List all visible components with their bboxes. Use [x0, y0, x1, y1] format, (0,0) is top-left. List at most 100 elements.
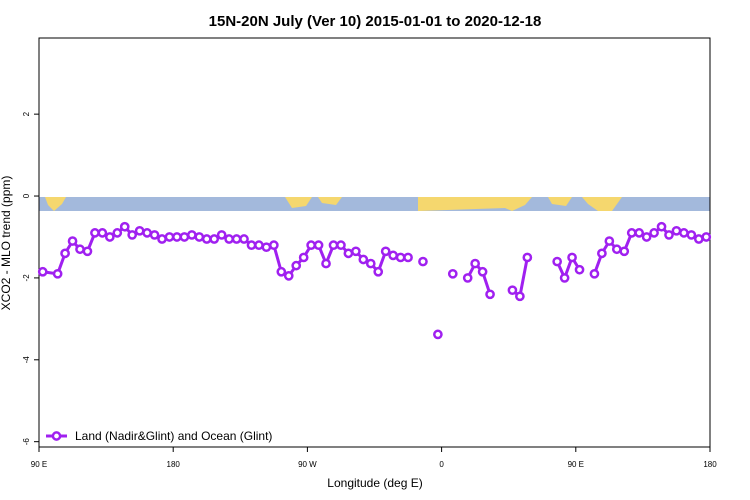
- data-point: [597, 248, 607, 259]
- data-point: [358, 254, 369, 265]
- data-point: [701, 232, 712, 242]
- data-point: [321, 258, 331, 269]
- data-point: [679, 228, 689, 238]
- data-point: [418, 256, 428, 267]
- data-point: [269, 240, 279, 251]
- data-point: [209, 234, 220, 244]
- data-point: [619, 246, 630, 257]
- data-point: [75, 244, 85, 255]
- data-point: [351, 246, 361, 257]
- data-point: [328, 240, 339, 251]
- x-tick-label: 90 E: [568, 460, 584, 469]
- y-tick-label: -6: [22, 438, 31, 446]
- data-point: [380, 246, 391, 257]
- data-point: [201, 234, 212, 244]
- data-point: [142, 228, 152, 238]
- data-point: [477, 266, 488, 277]
- x-tick-label: 90 W: [298, 460, 317, 469]
- data-point: [373, 266, 384, 277]
- data-point: [60, 248, 70, 259]
- data-point: [388, 250, 398, 261]
- data-point: [179, 232, 190, 242]
- data-point: [82, 246, 93, 257]
- data-point: [611, 244, 622, 255]
- data-point: [634, 228, 645, 238]
- data-point: [127, 230, 138, 240]
- data-point: [485, 289, 495, 300]
- legend-marker: [51, 431, 62, 441]
- data-point: [97, 228, 108, 238]
- data-point: [515, 291, 525, 302]
- x-tick-label: 90 E: [31, 460, 47, 469]
- data-point: [403, 252, 413, 263]
- data-point: [231, 234, 242, 244]
- legend-label: Land (Nadir&Glint) and Ocean (Glint): [75, 429, 272, 443]
- data-point: [671, 225, 682, 236]
- x-tick-label: 180: [167, 460, 181, 469]
- data-point: [298, 252, 309, 263]
- data-point: [641, 232, 652, 242]
- data-point: [172, 232, 182, 242]
- data-point: [365, 258, 376, 269]
- data-point: [395, 252, 406, 263]
- x-tick-label: 0: [439, 460, 444, 469]
- y-tick-label: -4: [22, 356, 31, 364]
- data-point: [656, 221, 667, 232]
- land: [418, 197, 532, 211]
- data-point: [37, 266, 48, 277]
- data-point: [336, 240, 346, 251]
- data-point: [52, 268, 63, 279]
- data-point: [552, 256, 563, 267]
- data-point: [254, 240, 264, 251]
- data-point: [433, 329, 443, 340]
- data-point: [507, 285, 518, 296]
- data-point: [90, 228, 100, 238]
- data-point: [522, 252, 533, 263]
- data-point: [164, 232, 175, 242]
- data-point: [119, 221, 130, 232]
- series-line: [466, 260, 492, 295]
- ocean-strip: [39, 197, 710, 211]
- y-tick-label: 2: [22, 111, 31, 116]
- data-point: [224, 234, 234, 244]
- data-point: [589, 268, 600, 279]
- y-tick-label: -2: [22, 274, 31, 282]
- data-point: [664, 230, 674, 240]
- data-point: [104, 232, 115, 242]
- data-point: [447, 268, 458, 279]
- data-point: [261, 242, 272, 253]
- data-point: [157, 234, 167, 244]
- data-point: [134, 225, 145, 236]
- y-tick-label: 0: [22, 193, 31, 198]
- data-point: [194, 232, 205, 242]
- data-point: [149, 230, 160, 240]
- data-point: [693, 234, 704, 244]
- data-point: [343, 248, 354, 259]
- land: [285, 197, 342, 208]
- y-axis-label: XCO2 - MLO trend (ppm): [0, 176, 13, 311]
- land: [45, 197, 66, 211]
- data-point: [574, 264, 585, 275]
- data-point: [649, 228, 659, 238]
- data-point: [559, 273, 570, 283]
- x-tick-label: 180: [703, 460, 717, 469]
- data-point: [239, 234, 249, 244]
- data-point: [306, 240, 316, 251]
- data-point: [276, 266, 287, 277]
- land: [548, 197, 622, 211]
- series-line: [555, 253, 581, 282]
- chart-title: 15N-20N July (Ver 10) 2015-01-01 to 2020…: [209, 13, 542, 30]
- data-point: [246, 240, 257, 251]
- data-point: [67, 236, 78, 246]
- data-point: [470, 258, 480, 269]
- data-point: [112, 228, 123, 238]
- plot-frame: [38, 37, 711, 448]
- data-point: [462, 273, 473, 283]
- data-point: [186, 230, 197, 240]
- data-point: [291, 260, 302, 271]
- data-point: [626, 228, 637, 238]
- data-point: [604, 236, 615, 246]
- data-point: [686, 230, 697, 240]
- x-axis-label: Longitude (deg E): [327, 476, 422, 490]
